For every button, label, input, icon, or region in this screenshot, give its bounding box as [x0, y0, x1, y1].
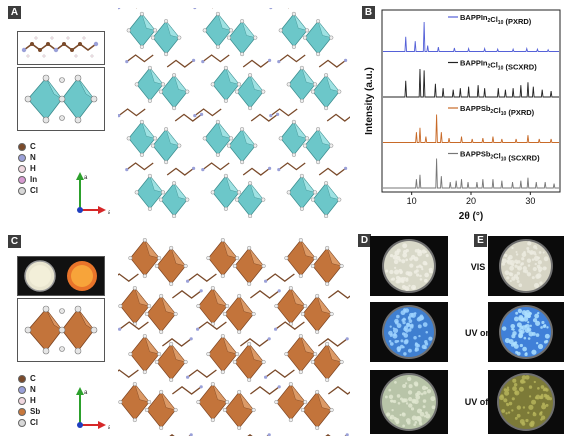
panel-label-c: C [8, 235, 21, 248]
photo-d-uv-off [370, 370, 448, 434]
carbon-atom-icon [18, 374, 26, 383]
x-tick-label-10: 10 [407, 196, 417, 206]
panel-label-e: E [474, 234, 487, 247]
legend-item-c: C [18, 373, 40, 384]
antimony-atom-icon [18, 407, 26, 416]
octahedron-dimer [193, 8, 272, 68]
x-axis-label: 2θ (°) [459, 211, 483, 222]
octahedron-dimer [277, 54, 350, 122]
legend-item-c: C [18, 141, 38, 152]
series-line-1 [383, 21, 559, 52]
photo-d-uv-on [370, 302, 448, 362]
photo-e-uv-off [488, 370, 564, 434]
octahedron-dimer [128, 238, 203, 299]
condition-label-uv-on: UV on [465, 328, 491, 338]
axis-label-horizontal: a [108, 425, 110, 431]
sample-photos-box [17, 256, 105, 296]
photo-e-vis [488, 236, 564, 296]
legend-item-n: N [18, 384, 40, 395]
octahedron-dimer [125, 54, 204, 122]
plot-frame [381, 9, 561, 193]
legend-item-cl: Cl [18, 185, 38, 196]
octahedron-dimer [274, 321, 350, 395]
sb2cl10-dimer-box [17, 298, 105, 362]
dish-sample [501, 241, 551, 291]
series-line-2 [383, 68, 559, 98]
axis-label-vertical: a [84, 390, 88, 396]
axis-label-vertical: a [84, 175, 88, 181]
condition-label-vis: VIS [470, 262, 486, 272]
legend-item-h: H [18, 163, 38, 174]
indium-atom-icon [18, 175, 26, 184]
octahedron-dimer [269, 108, 348, 176]
antimony-crystal-packing [118, 238, 350, 436]
carbon-atom-icon [18, 142, 26, 151]
series-label-4: BAPPSb2Cl10 (SCXRD) [460, 150, 540, 163]
condition-label-uv-off: UV off [464, 397, 492, 407]
legend-item-sb: Sb [18, 406, 40, 417]
legend-item-n: N [18, 152, 38, 163]
antimony-dimer-octahedra [24, 305, 98, 355]
octahedron-dimer [196, 321, 281, 395]
axes-icon-c: a a [76, 387, 110, 431]
legend-item-h: H [18, 395, 40, 406]
pxrd-chart: BAPPIn2Cl10 (PXRD) BAPPIn2Cl10 (SCXRD) BAP… [364, 9, 561, 222]
photo-d-vis [370, 236, 448, 296]
x-tick-label-30: 30 [525, 196, 535, 206]
octahedron-dimer [118, 8, 196, 68]
y-axis-label: Intensity (a.u.) [364, 67, 375, 135]
legend-panel-c: C N H Sb Cl [18, 373, 40, 428]
dish-sample [384, 241, 434, 291]
indium-dimer-octahedra [24, 74, 98, 124]
chlorine-atom-icon [18, 186, 26, 195]
series-line-4 [383, 158, 559, 189]
octahedron-dimer [118, 321, 203, 395]
octahedron-dimer [118, 273, 193, 347]
octahedron-dimer [186, 369, 271, 436]
legend-item-in: In [18, 174, 38, 185]
series-label-3: BAPPSb2Cl10 (PXRD) [460, 104, 535, 117]
octahedron-dimer [269, 8, 348, 68]
x-tick-label-20: 20 [466, 196, 476, 206]
octahedron-dimer [201, 54, 280, 122]
axes-icon-a: a a [76, 172, 110, 216]
panel-label-a: A [8, 6, 21, 19]
octahedron-dimer [125, 162, 190, 218]
chlorine-atom-icon [18, 418, 26, 427]
ligand-molecule [21, 36, 99, 58]
octahedron-dimer [264, 273, 349, 347]
octahedron-dimer [284, 238, 350, 299]
octahedron-dimer [277, 162, 342, 218]
nitrogen-atom-icon [18, 153, 26, 162]
octahedron-dimer [206, 238, 281, 299]
ligand-structure-box [17, 31, 105, 65]
hydrogen-atom-icon [18, 164, 26, 173]
series-label-1: BAPPIn2Cl10 (PXRD) [460, 13, 532, 26]
panel-label-d: D [358, 234, 371, 247]
octahedron-dimer [118, 108, 196, 176]
legend-panel-a: C N H In Cl [18, 141, 38, 196]
nitrogen-atom-icon [18, 385, 26, 394]
sample-photos [24, 260, 97, 292]
hydrogen-atom-icon [18, 396, 26, 405]
series-label-2: BAPPIn2Cl10 (SCXRD) [460, 59, 537, 72]
in2cl10-dimer-box [17, 67, 105, 131]
photo-e-uv-on [488, 302, 564, 362]
indium-crystal-packing [118, 8, 350, 218]
octahedron-dimer [264, 369, 349, 436]
octahedron-dimer [193, 108, 272, 176]
series-line-3 [383, 114, 559, 143]
octahedron-dimer [201, 162, 266, 218]
axis-label-horizontal: a [108, 210, 110, 216]
panel-label-b: B [362, 6, 375, 19]
octahedron-dimer [118, 369, 193, 436]
legend-item-cl: Cl [18, 417, 40, 428]
octahedron-dimer [186, 273, 271, 347]
